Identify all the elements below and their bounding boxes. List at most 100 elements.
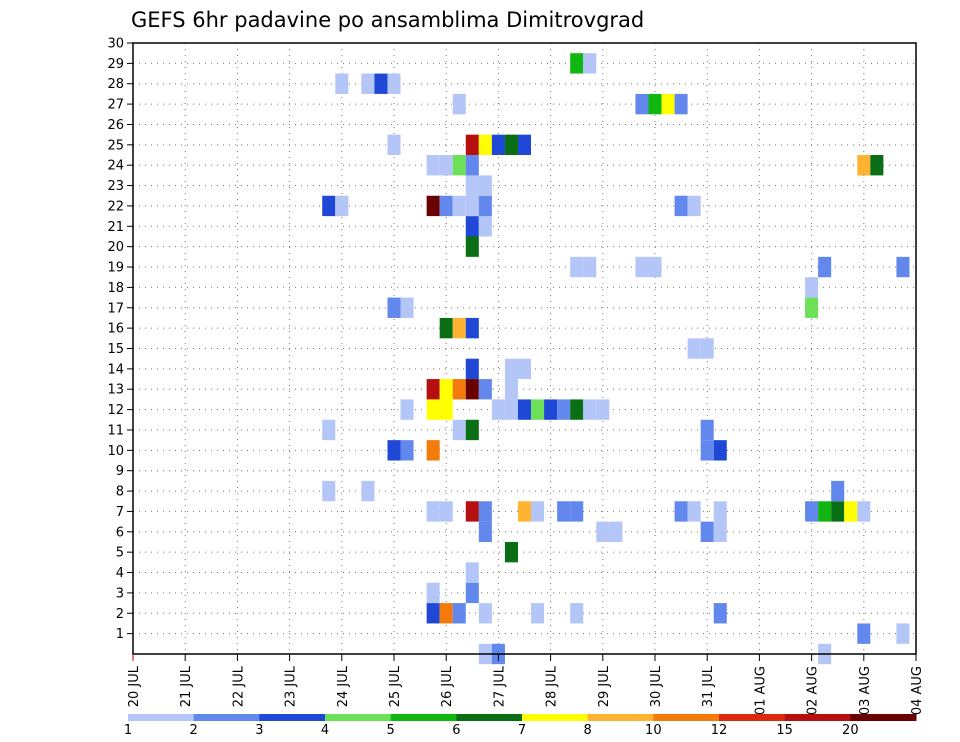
precip-cell <box>478 195 492 217</box>
precip-cell <box>426 501 440 522</box>
x-tick-label: 26 JUL <box>440 665 455 707</box>
precip-cell <box>426 379 440 400</box>
precip-cell <box>517 501 532 522</box>
precip-cell <box>583 256 597 278</box>
precip-cell <box>374 73 388 94</box>
y-tick-label: 15 <box>107 342 124 357</box>
precip-cell <box>805 277 819 298</box>
precip-cell <box>478 603 492 624</box>
precip-cell <box>596 399 610 420</box>
y-tick-label: 29 <box>107 57 124 72</box>
precip-cell <box>452 419 466 441</box>
x-tick-label: 30 JUL <box>649 665 664 707</box>
precip-cell <box>465 216 479 237</box>
y-tick-label: 21 <box>107 220 124 235</box>
precip-cell <box>439 195 453 217</box>
x-tick-label: 01 AUG <box>753 666 768 715</box>
y-tick-label: 9 <box>116 464 124 479</box>
colorbar-tick-label: 15 <box>776 723 793 738</box>
colorbar-swatch <box>456 714 523 721</box>
precip-cell <box>322 419 336 441</box>
precip-cell <box>400 440 414 461</box>
precip-cell <box>713 521 727 542</box>
precip-cell <box>465 379 479 400</box>
precip-cell <box>648 93 662 115</box>
precip-cell <box>478 134 492 156</box>
colorbar-tick-label: 12 <box>711 723 728 738</box>
colorbar-tick-label: 8 <box>584 723 592 738</box>
precip-cell <box>635 256 649 278</box>
precip-cell <box>452 195 466 217</box>
y-tick-label: 7 <box>116 505 124 520</box>
precip-cell <box>818 256 832 278</box>
colorbar-tick-label: 4 <box>321 723 329 738</box>
precip-cell <box>844 501 858 522</box>
precip-cell <box>387 134 401 156</box>
precip-cell <box>439 399 453 420</box>
precip-cell <box>452 155 466 176</box>
precip-cell <box>400 297 414 318</box>
colorbar-swatch <box>325 714 392 721</box>
x-tick-label: 02 AUG <box>806 666 821 715</box>
y-tick-label: 3 <box>116 586 124 601</box>
y-tick-label: 30 <box>107 37 124 52</box>
precip-cell <box>517 358 532 380</box>
precip-cell <box>635 93 649 115</box>
precip-cell <box>387 73 401 94</box>
precip-cell <box>387 440 401 461</box>
precip-cell <box>570 256 584 278</box>
precip-cell <box>361 480 375 502</box>
precip-cell <box>661 93 675 115</box>
precip-cell <box>465 358 479 380</box>
precip-cell <box>713 440 727 461</box>
x-tick-label: 31 JUL <box>701 665 716 707</box>
precip-cell <box>583 399 597 420</box>
y-tick-label: 11 <box>107 423 124 438</box>
precip-cell <box>426 155 440 176</box>
precip-cell <box>896 256 910 278</box>
y-tick-label: 1 <box>116 627 124 642</box>
precip-cell <box>857 623 871 644</box>
precip-cell <box>583 53 597 74</box>
precip-cell <box>439 379 453 400</box>
y-tick-label: 14 <box>107 362 124 377</box>
y-tick-label: 16 <box>107 322 124 337</box>
precip-cell <box>491 399 505 420</box>
precip-cell <box>557 399 571 420</box>
colorbar-tick-label: 6 <box>452 723 460 738</box>
precip-cell <box>465 501 479 522</box>
precip-cell <box>687 338 701 359</box>
colorbar-tick-label: 7 <box>518 723 526 738</box>
colorbar-tick-label: 2 <box>190 723 198 738</box>
precip-cell <box>465 582 479 604</box>
precip-cell <box>857 501 871 522</box>
y-tick-label: 5 <box>116 546 124 561</box>
precip-cell <box>452 317 466 339</box>
x-tick-label: 04 AUG <box>910 666 925 715</box>
precip-cell <box>687 195 701 217</box>
colorbar-swatch <box>128 714 195 721</box>
precip-cell <box>531 399 545 420</box>
precip-cell <box>426 603 440 624</box>
colorbar-swatch <box>390 714 457 721</box>
precip-cell <box>504 541 518 563</box>
precip-cell <box>831 501 845 522</box>
precip-cell <box>713 603 727 624</box>
x-tick-label: 20 JUL <box>127 665 142 707</box>
x-tick-label: 28 JUL <box>545 665 560 707</box>
precip-cell <box>504 358 518 380</box>
precip-cell <box>387 297 401 318</box>
precip-cell <box>570 53 584 74</box>
precip-cell <box>570 399 584 420</box>
precip-cell <box>674 195 688 217</box>
y-tick-label: 20 <box>107 240 124 255</box>
precip-cell <box>831 480 845 502</box>
x-tick-label: 21 JUL <box>179 665 194 707</box>
precip-cell <box>335 73 349 94</box>
x-tick-label: 22 JUL <box>231 665 246 707</box>
colorbar-swatch <box>259 714 326 721</box>
y-tick-label: 8 <box>116 485 124 500</box>
y-tick-label: 6 <box>116 525 124 540</box>
precip-cell <box>465 236 479 257</box>
